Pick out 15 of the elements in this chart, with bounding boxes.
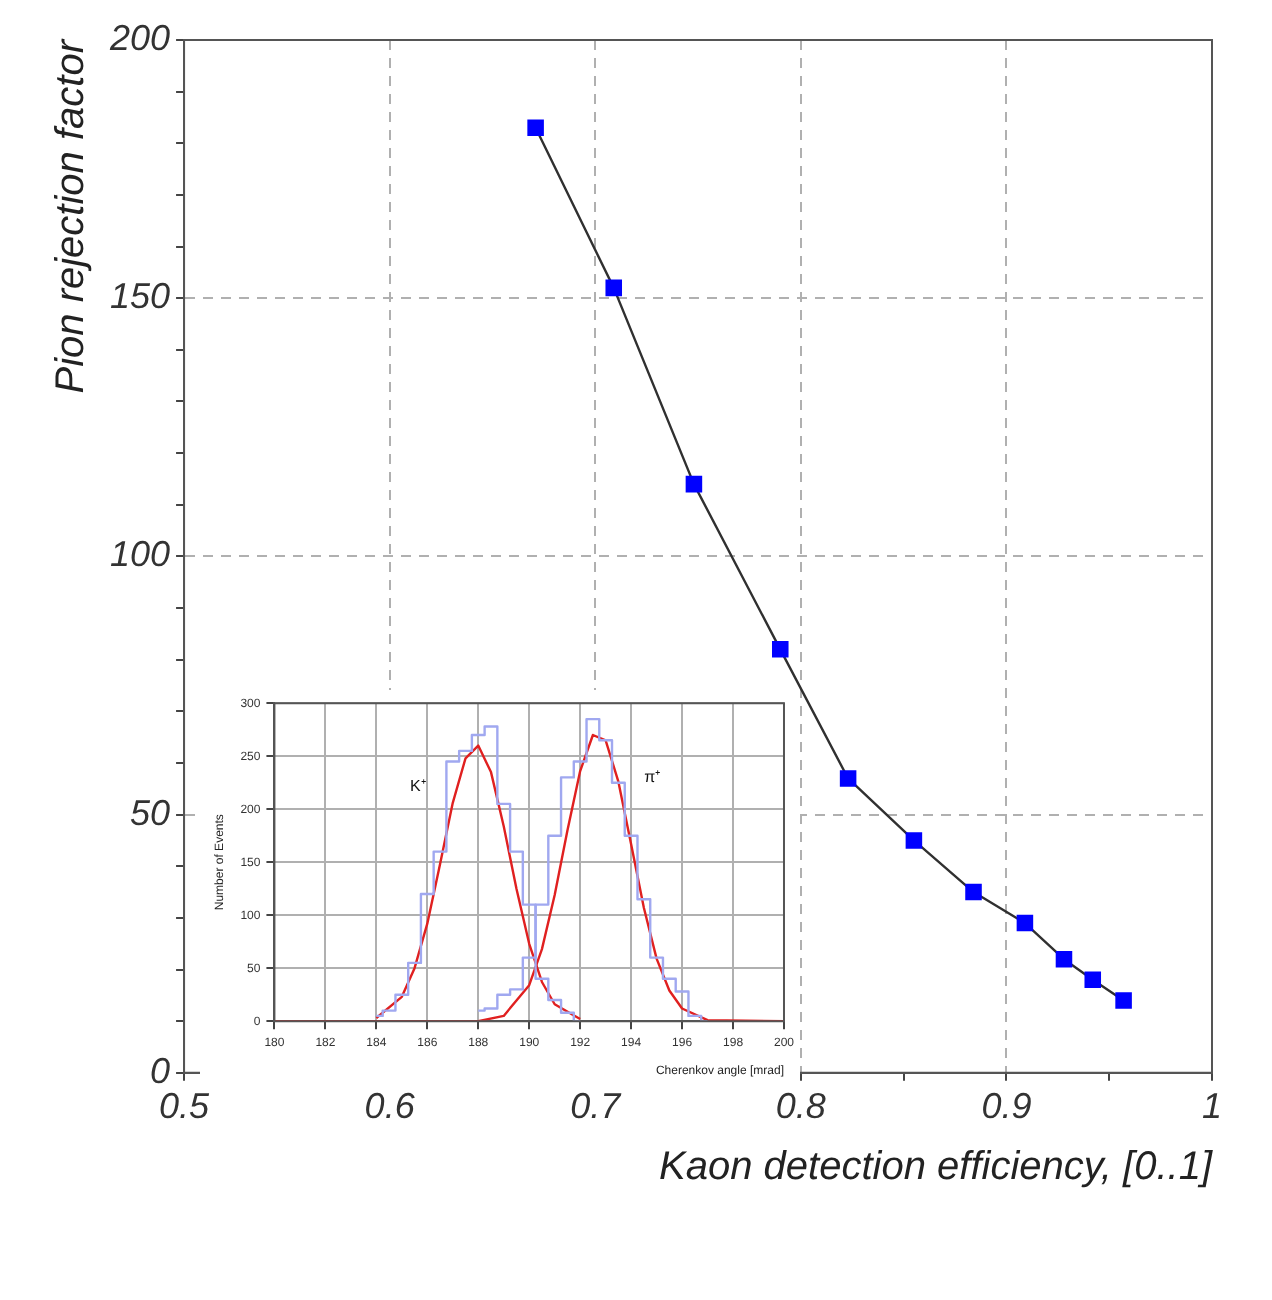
y-tick-label: 150 — [109, 276, 171, 317]
y-tick-label: 50 — [130, 792, 171, 833]
x-tick-label: 0.8 — [775, 1086, 826, 1127]
y-tick-label: 100 — [109, 534, 171, 575]
y-tick-label: 0 — [150, 1050, 171, 1091]
x-tick-label: 0.7 — [570, 1086, 623, 1127]
y-tick-label: 200 — [107, 18, 171, 58]
series-label: K⁺ — [409, 777, 427, 796]
y-axis-title: Pion rejection factor — [49, 37, 94, 394]
x-tick-label: 0.6 — [364, 1086, 417, 1127]
x-axis-title: Kaon detection efficiency, [0..1] — [659, 1145, 1213, 1190]
x-tick-label: 0.9 — [981, 1086, 1032, 1127]
series-label: π⁺ — [644, 768, 662, 787]
x-tick-label: 0.5 — [159, 1086, 212, 1127]
x-tick-label: 1 — [1201, 1086, 1223, 1127]
